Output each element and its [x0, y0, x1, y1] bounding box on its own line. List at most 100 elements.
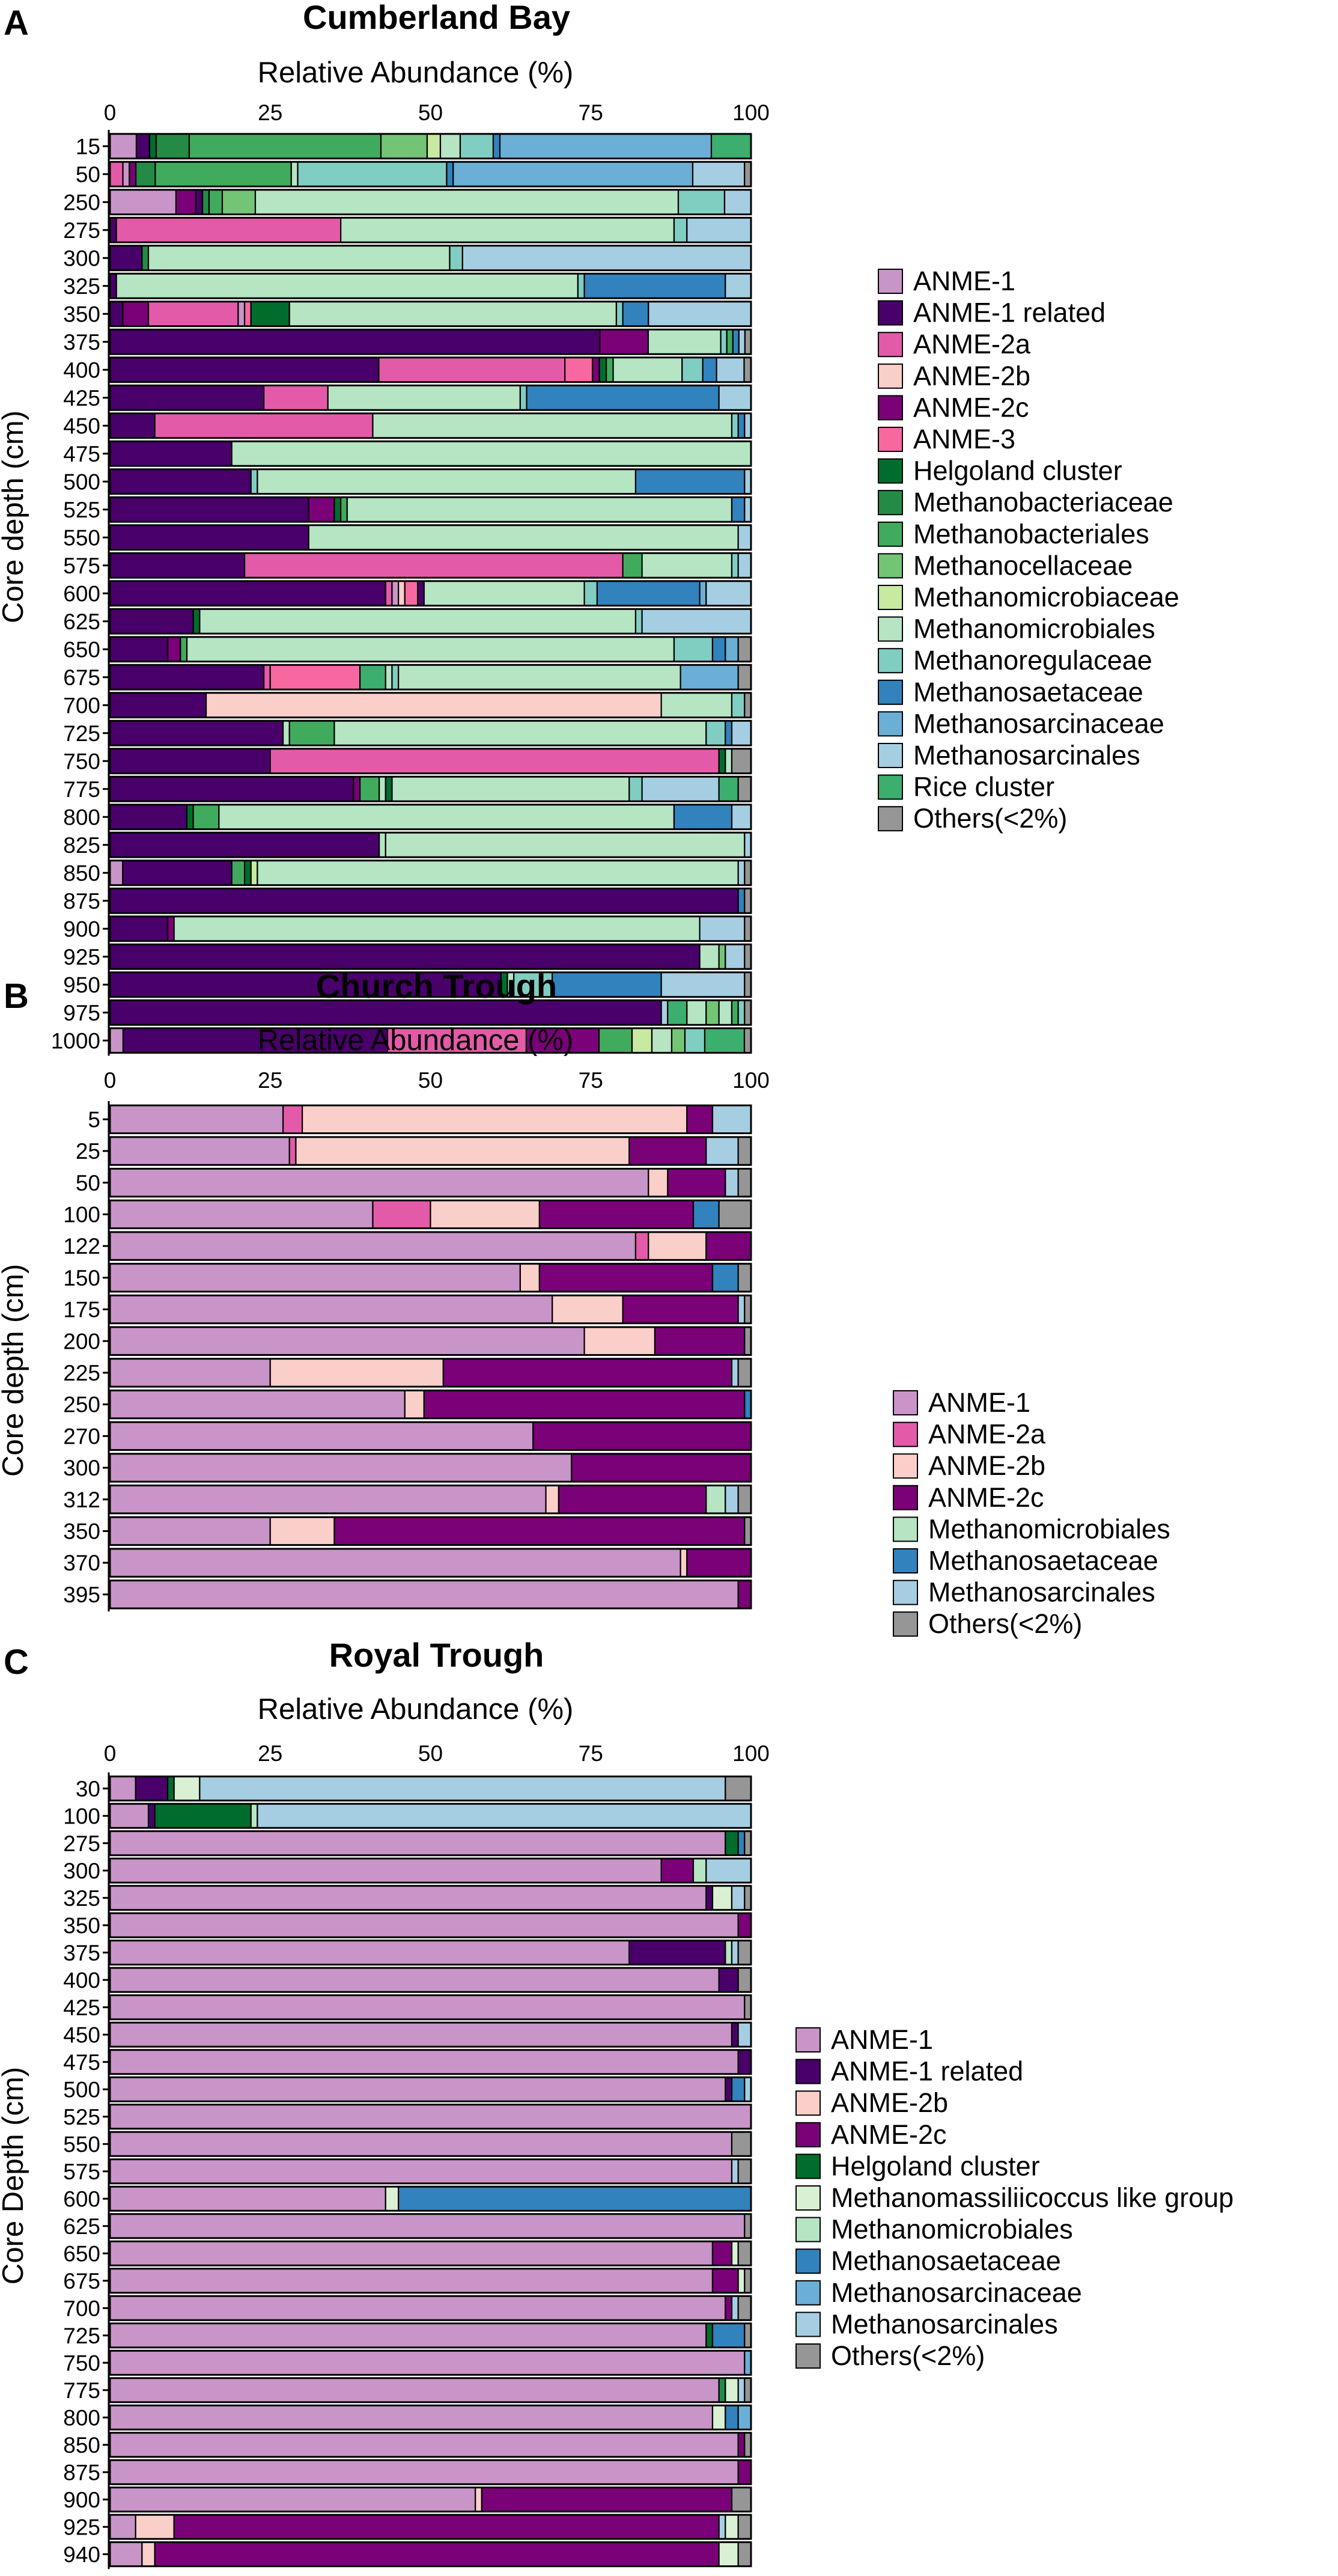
bar-segment-anme-1 — [109, 2213, 746, 2239]
y-tick-label: 875 — [63, 2460, 100, 2485]
bar-outline — [109, 524, 752, 551]
y-tick-label: 300 — [63, 246, 100, 270]
x-tick-label: 25 — [258, 100, 282, 125]
y-tick-label: 150 — [63, 1266, 100, 1290]
bar-segment-anme-2c — [660, 1858, 695, 1884]
bar-segment-methanosarcinales — [699, 915, 746, 942]
bar-segment-methanomicrobiales — [186, 636, 675, 662]
bar-segment-helgoland-cluster — [598, 356, 607, 383]
bar-segment-anme-1-related — [109, 608, 194, 635]
bar-segment-anme-1 — [109, 133, 138, 159]
bar-segment-methanosaetaceae — [737, 1830, 746, 1856]
bar-segment-others-2 — [737, 2541, 752, 2567]
chart-title: Cumberland Bay — [303, 0, 570, 36]
bar-segment-anme-1-related — [109, 301, 124, 327]
y-tick-label: 300 — [63, 1456, 100, 1480]
bar-segment-methanomicrobiales — [439, 133, 461, 159]
bar-segment-anme-1-related — [109, 356, 380, 383]
bar-segment-others-2 — [744, 2377, 752, 2403]
y-tick-label: 325 — [63, 1886, 100, 1911]
bar-segment-anme-1-related — [109, 804, 188, 830]
bar-segment-anme-1-related — [135, 133, 151, 159]
bar-segment-anme-2c — [423, 1390, 746, 1419]
bar-segment-anme-2c — [737, 1579, 752, 1610]
bar-segment-methanosarcinales — [723, 189, 752, 215]
bar-segment-anme-2c — [705, 1231, 752, 1261]
bar-segment-methanoregulaceae — [297, 161, 448, 188]
bar-segment-anme-1-related — [705, 1885, 714, 1911]
bar-segment-anme-1-related — [109, 692, 207, 718]
panel-letter: A — [4, 4, 29, 43]
bar-segment-anme-2c — [353, 776, 361, 802]
bar-segment-others-2 — [737, 1168, 752, 1198]
bar-segment-methanosarcinales — [725, 273, 752, 299]
bar-segment-anme-1-related — [109, 748, 271, 774]
y-tick-label: 650 — [63, 637, 100, 662]
legend-swatch-anme-2c — [893, 1485, 918, 1510]
bar-segment-anme-1-related — [731, 2022, 739, 2048]
bar-segment-others-2 — [744, 2432, 752, 2458]
legend-swatch-methanosaetaceae — [878, 679, 903, 705]
bar-segment-anme-1 — [109, 1940, 630, 1965]
y-tick-label: 625 — [63, 609, 100, 634]
bar-outline — [109, 1802, 752, 1829]
bar-segment-anme-1 — [109, 1885, 707, 1911]
bar-outline — [109, 1421, 752, 1451]
bar-outline — [109, 133, 752, 160]
y-tick-label: 275 — [63, 218, 100, 243]
bar-segment-methanosarcinales — [738, 329, 746, 355]
bar-segment-methanosarcinaceae — [499, 133, 713, 159]
bar-segment-methanosarcinales — [731, 1358, 739, 1388]
bar-outline — [109, 2513, 752, 2540]
y-tick-label: 375 — [63, 1941, 100, 1965]
bar-segment-anme-2c — [711, 2268, 739, 2294]
bar-segment-anme-1 — [109, 1295, 553, 1324]
y-tick-label: 225 — [63, 1361, 100, 1385]
bar-segment-others-2 — [744, 859, 752, 886]
y-tick-label: 1000 — [51, 1028, 100, 1053]
bar-segment-methanomassiliicoccus-like-group — [737, 2268, 746, 2294]
bar-outline — [109, 859, 752, 887]
bar-segment-anme-1-related — [725, 2077, 733, 2102]
bar-segment-methanocellaceae — [380, 133, 428, 159]
legend-swatch-methanosarcinales — [795, 2312, 821, 2337]
bar-segment-methanomicrobiales — [254, 189, 680, 215]
bar-segment-methanosarcinales — [705, 580, 752, 606]
bar-segment-others-2 — [744, 1000, 752, 1026]
bar-segment-anme-1-related — [195, 189, 204, 215]
bar-segment-others-2 — [744, 1326, 752, 1356]
bar-segment-anme-2b — [141, 2541, 156, 2567]
bar-segment-methanomicrobiales — [725, 1940, 733, 1965]
bar-segment-anme-1 — [109, 2104, 752, 2129]
bar-segment-others-2 — [737, 1136, 752, 1166]
bar-segment-methanosaetaceae — [583, 273, 726, 299]
legend-label: Others(<2%) — [913, 803, 1067, 834]
bar-segment-methanosarcinales — [737, 524, 752, 551]
bar-segment-helgoland-cluster — [166, 1775, 175, 1801]
bar-segment-methanobacteriales — [288, 720, 335, 746]
bar-segment-methanoregulaceae — [459, 133, 494, 159]
bar-outline — [109, 971, 752, 998]
bar-segment-others-2 — [737, 2514, 752, 2540]
bar-outline — [109, 2049, 752, 2075]
bar-outline — [109, 692, 752, 719]
legend-label: Methanosarcinales — [928, 1577, 1155, 1608]
panel-c: C Royal Trough Relative Abundance (%) 0 25 50… — [0, 1636, 1233, 2569]
bar-segment-methanobacteriales — [359, 776, 380, 802]
y-tick-label: 800 — [63, 2405, 100, 2430]
y-tick-label: 875 — [63, 889, 100, 914]
bar-segment-anme-1-related — [628, 1940, 726, 1965]
bar-segment-anme-1 — [109, 2131, 733, 2157]
bar-segment-anme-2c — [538, 1200, 695, 1229]
legend-label: ANME-2c — [831, 2119, 947, 2150]
bar-segment-methanomicrobiales — [327, 385, 521, 411]
bar-segment-methanosarcinales — [257, 1803, 752, 1829]
bar-segment-anme-2c — [599, 329, 649, 355]
y-tick-label: 50 — [76, 1171, 100, 1195]
y-tick-label: 675 — [63, 2269, 100, 2294]
bar-outline — [109, 2185, 752, 2212]
bar-segment-anme-1-related — [109, 888, 739, 914]
bar-segment-anme-1-related — [109, 217, 117, 243]
bar-segment-helgoland-cluster — [705, 2322, 714, 2348]
bar-segment-methanosaetaceae — [731, 496, 746, 523]
